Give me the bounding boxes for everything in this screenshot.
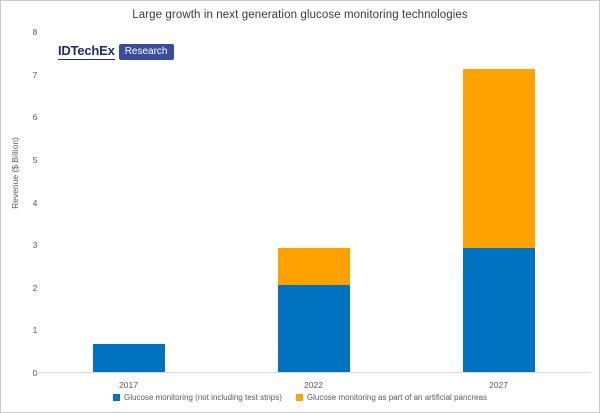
legend-item: Glucose monitoring as part of an artific… <box>295 393 487 402</box>
legend: Glucose monitoring (not including test s… <box>1 393 599 402</box>
idtechex-logo: IDTechEx Research <box>58 43 174 60</box>
legend-label: Glucose monitoring (not including test s… <box>124 393 282 402</box>
x-tick-label: 2027 <box>489 380 508 390</box>
legend-swatch-icon <box>113 394 121 401</box>
idtechex-logo-text: IDTechEx <box>58 43 115 60</box>
research-badge: Research <box>118 43 174 60</box>
y-axis-title-text: Revenue ($ Billion) <box>10 137 20 209</box>
plot-area <box>36 32 591 373</box>
legend-swatch-icon <box>295 394 303 401</box>
legend-item: Glucose monitoring (not including test s… <box>113 393 282 402</box>
bar-segment <box>277 284 350 372</box>
y-tick-label: 8 <box>32 27 38 37</box>
bar-2027 <box>462 69 535 372</box>
bar-2017 <box>92 344 165 372</box>
y-tick-label: 6 <box>32 112 38 123</box>
bar-2022 <box>277 248 350 372</box>
bar-segment <box>462 69 535 249</box>
y-tick-label: 0 <box>32 368 38 378</box>
bar-segment <box>462 248 535 372</box>
y-tick-label: 5 <box>32 154 38 165</box>
x-tick-label: 2022 <box>304 380 323 390</box>
y-tick-label: 2 <box>32 282 38 293</box>
bar-segment <box>277 248 350 285</box>
chart-title: Large growth in next generation glucose … <box>132 9 468 21</box>
legend-label: Glucose monitoring as part of an artific… <box>306 393 487 402</box>
y-tick-label: 4 <box>32 197 38 208</box>
bar-segment <box>92 344 165 372</box>
y-tick-label: 3 <box>32 240 38 251</box>
y-tick-label: 7 <box>32 69 38 80</box>
x-tick-label: 2017 <box>119 380 138 390</box>
y-tick-label: 1 <box>32 325 38 336</box>
